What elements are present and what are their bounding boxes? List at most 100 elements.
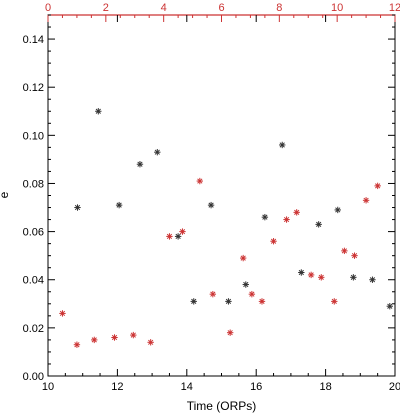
x-tick-label: 16: [250, 381, 262, 393]
red-point: [59, 310, 66, 317]
marker-stroke: [375, 183, 381, 189]
black-point: [225, 298, 232, 305]
black-point: [174, 233, 182, 240]
marker-stroke: [316, 221, 322, 227]
black-point: [190, 298, 197, 305]
y-tick-label: 0.12: [23, 82, 44, 94]
red-point: [179, 228, 186, 235]
red-point: [283, 216, 290, 223]
red-point: [209, 290, 217, 298]
black-point: [298, 269, 305, 276]
marker-stroke: [74, 342, 80, 348]
x-tick-label: 14: [181, 381, 193, 393]
top-tick-label: 2: [103, 2, 109, 14]
black-point: [74, 204, 81, 211]
top-tick-label: 4: [161, 2, 167, 14]
red-point: [374, 182, 381, 190]
top-tick-label: 10: [331, 2, 343, 14]
black-point: [315, 221, 322, 228]
black-point: [115, 201, 123, 209]
marker-stroke: [166, 233, 173, 240]
x-tick-label: 20: [389, 381, 400, 393]
red-point: [341, 247, 348, 255]
y-tick-label: 0.14: [23, 34, 44, 46]
black-point: [136, 161, 144, 168]
red-point: [239, 254, 247, 262]
x-tick-label: 18: [319, 381, 331, 393]
marker-stroke: [91, 337, 97, 343]
marker-stroke: [298, 269, 304, 276]
black-point: [279, 141, 286, 149]
marker-stroke: [74, 204, 81, 211]
red-point: [147, 339, 154, 346]
marker-stroke: [243, 281, 249, 288]
marker-stroke: [283, 216, 290, 223]
marker-stroke: [130, 332, 136, 338]
plot-frame: [47, 14, 396, 377]
marker-stroke: [259, 298, 265, 305]
top-tick-label: 8: [276, 2, 282, 14]
red-point: [166, 233, 173, 240]
black-point: [207, 201, 215, 209]
red-point: [91, 336, 98, 344]
marker-stroke: [197, 178, 203, 184]
red-point: [248, 290, 256, 298]
red-point: [307, 271, 315, 279]
ticks-layer: 10 12 14 16 18 20 0 2 4 6 8 10 12 0.00 0.02 0.04 0.06 0.0…: [23, 2, 400, 393]
red-point: [130, 331, 137, 339]
red-point: [318, 274, 325, 281]
marker-stroke: [331, 298, 337, 305]
marker-stroke: [308, 272, 314, 278]
red-point: [226, 329, 234, 336]
marker-stroke: [249, 291, 255, 297]
marker-stroke: [95, 108, 101, 114]
black-point: [350, 274, 357, 281]
red-point: [270, 238, 277, 245]
marker-stroke: [191, 298, 197, 305]
red-point: [73, 341, 81, 348]
marker-stroke: [148, 339, 154, 345]
y-tick-label: 0.06: [23, 227, 44, 239]
black-point: [369, 276, 376, 283]
x-tick-label: 10: [42, 381, 54, 393]
marker-stroke: [137, 161, 143, 167]
black-point: [95, 108, 102, 115]
marker-stroke: [318, 274, 324, 280]
marker-stroke: [111, 334, 118, 341]
marker-stroke: [175, 233, 181, 240]
red-point: [196, 177, 204, 185]
black-point: [242, 281, 249, 288]
points-layer: [59, 108, 393, 348]
marker-stroke: [179, 228, 186, 235]
marker-stroke: [350, 274, 356, 280]
red-point: [331, 298, 338, 305]
marker-stroke: [240, 255, 246, 261]
x-tick-label: 12: [111, 381, 123, 393]
marker-stroke: [59, 310, 66, 317]
black-point: [334, 206, 341, 214]
red-point: [258, 298, 266, 305]
y-axis-title: e: [0, 191, 11, 198]
red-point: [111, 334, 118, 341]
black-point: [154, 148, 161, 156]
marker-stroke: [208, 202, 214, 208]
marker-stroke: [279, 142, 285, 148]
black-point: [386, 303, 393, 310]
marker-stroke: [262, 214, 268, 220]
marker-stroke: [225, 298, 232, 305]
marker-stroke: [294, 209, 300, 215]
marker-stroke: [335, 207, 341, 213]
marker-stroke: [210, 291, 216, 297]
black-point: [261, 213, 269, 221]
x-axis-title: Time (ORPs): [187, 399, 257, 413]
marker-stroke: [387, 303, 393, 309]
y-tick-label: 0.02: [23, 323, 44, 335]
marker-stroke: [270, 238, 277, 244]
marker-stroke: [351, 253, 358, 259]
marker-stroke: [363, 197, 369, 203]
y-tick-label: 0.10: [23, 130, 44, 142]
red-point: [362, 197, 370, 204]
top-tick-label: 6: [218, 2, 224, 14]
